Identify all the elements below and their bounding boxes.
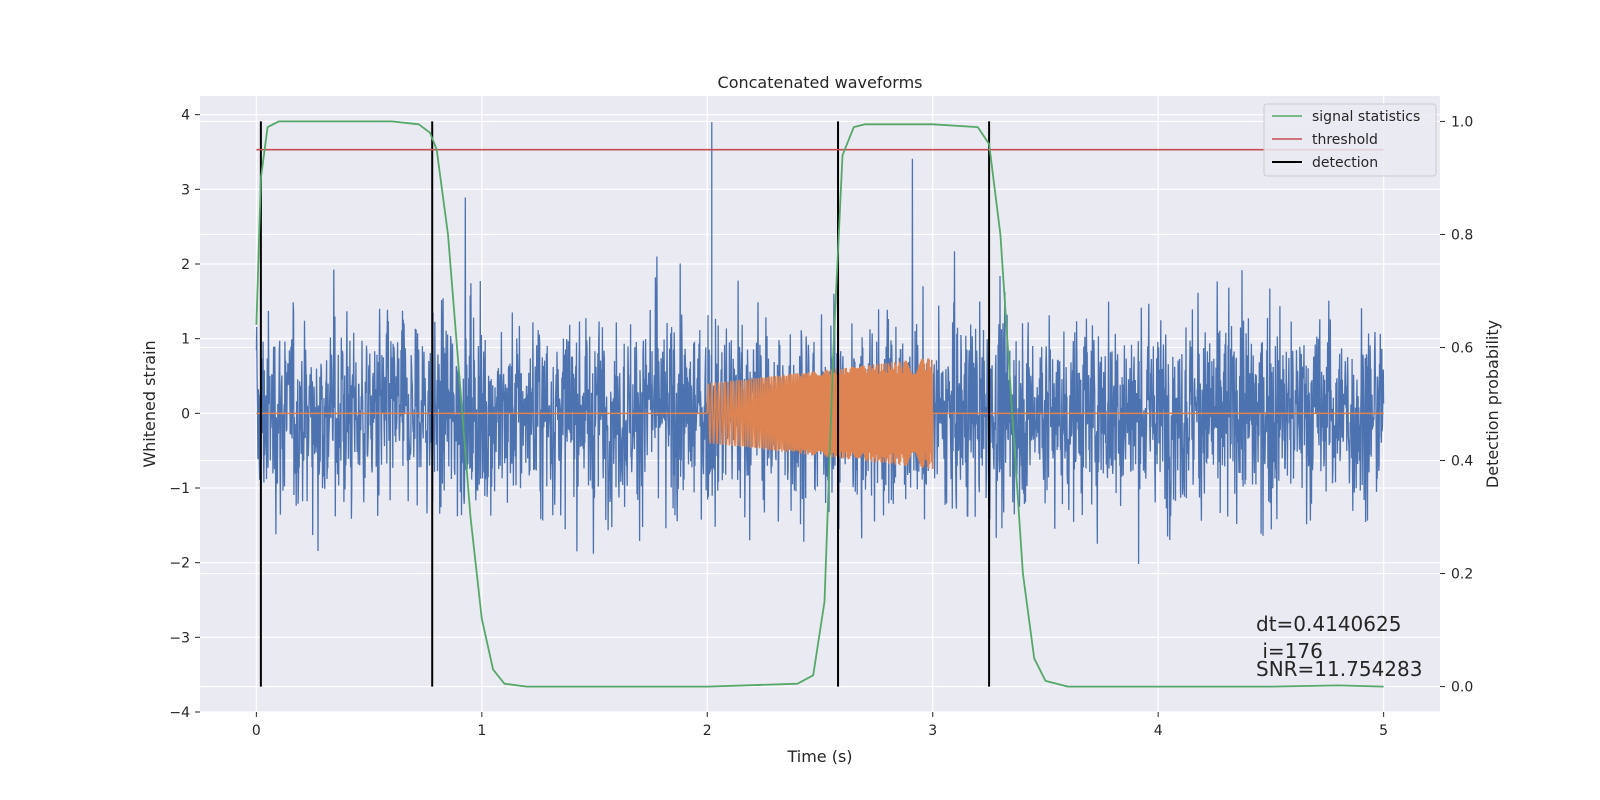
legend-label-threshold: threshold: [1312, 132, 1378, 148]
y-axis-label-right: Detection probability: [1483, 320, 1502, 488]
y-tick-label: 2: [181, 257, 190, 273]
y-right-tick-label: 0.0: [1451, 680, 1473, 696]
legend-box: [1263, 103, 1437, 177]
y-right-tick-label: 0.4: [1451, 454, 1473, 470]
y-right-tick-label: 0.2: [1451, 567, 1473, 583]
legend-label-signal-statistics: signal statistics: [1312, 109, 1420, 125]
x-axis-label: Time (s): [786, 747, 852, 766]
detection-lines: [259, 121, 991, 687]
y-tick-label: −3: [169, 630, 190, 646]
annotation-dt: dt=0.4140625: [1256, 612, 1401, 636]
signal-statistics-line: [255, 120, 1384, 688]
x-tick-label: 3: [928, 723, 937, 739]
legend: signal statistics threshold detection: [1263, 103, 1437, 177]
y-ticks-right: 0.0 0.2 0.4 0.6 0.8 1.0: [1440, 114, 1473, 696]
y-right-tick-label: 0.6: [1451, 340, 1473, 356]
y-tick-label: 3: [181, 182, 190, 198]
y-tick-label: −4: [169, 705, 190, 721]
annotation-snr: SNR=11.754283: [1256, 657, 1422, 681]
signal-statistics-series: [255, 120, 1384, 688]
y-right-tick-label: 0.8: [1451, 227, 1473, 243]
annotation-i: i=176: [1256, 639, 1323, 663]
x-tick-label: 1: [477, 723, 486, 739]
y-tick-label: 1: [181, 332, 190, 348]
y-tick-label: 4: [181, 108, 190, 124]
x-tick-label: 4: [1154, 723, 1163, 739]
legend-label-detection: detection: [1312, 155, 1378, 171]
chirp-series: [256, 358, 1384, 470]
y-axis-label-left: Whitened strain: [140, 340, 159, 467]
x-tick-label: 0: [252, 723, 261, 739]
y-ticks-left: −4 −3 −2 −1 0 1 2 3 4: [169, 108, 200, 721]
y-tick-label: −2: [169, 556, 190, 572]
x-ticks: 0 1 2 3 4 5: [252, 712, 1388, 739]
x-tick-label: 2: [703, 723, 712, 739]
y-right-tick-label: 1.0: [1451, 114, 1473, 130]
chirp-line: [706, 358, 934, 470]
y-tick-label: 0: [181, 406, 190, 422]
y-tick-label: −1: [169, 481, 190, 497]
x-tick-label: 5: [1379, 723, 1388, 739]
chart-title: Concatenated waveforms: [718, 73, 923, 92]
